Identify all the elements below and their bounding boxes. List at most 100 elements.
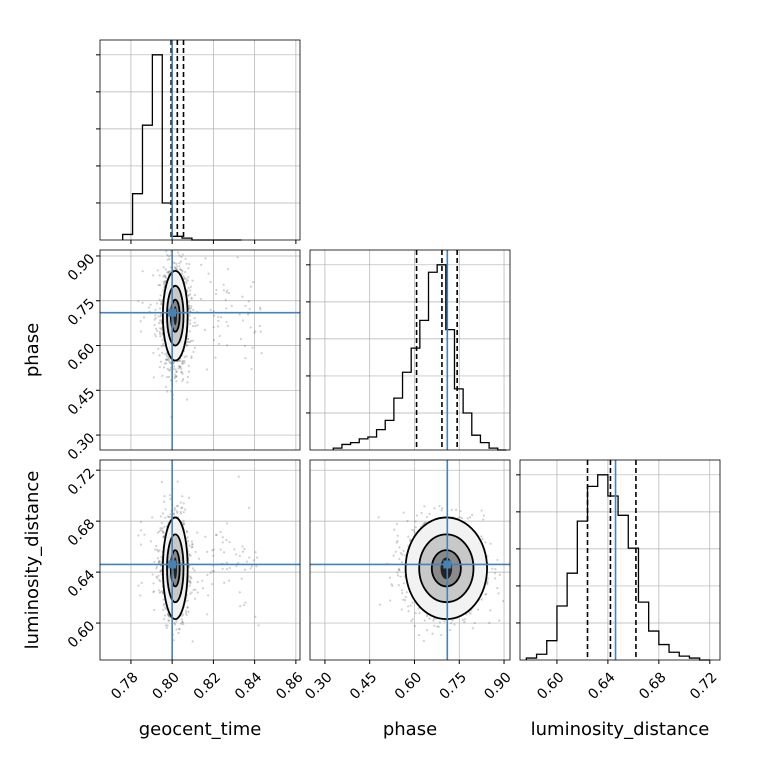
sample-point (239, 605, 242, 608)
sample-point (236, 256, 239, 259)
sample-point (165, 358, 168, 361)
sample-point (175, 620, 178, 623)
panel-frame (309, 459, 511, 661)
y-axis-label-phase: phase (22, 323, 43, 377)
sample-point (189, 592, 192, 595)
sample-point (453, 623, 456, 626)
sample-point (183, 522, 186, 525)
sample-point (178, 262, 181, 265)
sample-point (153, 560, 156, 564)
sample-point (173, 623, 177, 626)
sample-point (243, 344, 247, 348)
sample-point (204, 257, 207, 260)
sample-point (395, 541, 398, 544)
sample-point (160, 300, 163, 303)
sample-point (410, 619, 413, 623)
sample-point (160, 561, 163, 564)
sample-point (185, 355, 188, 358)
sample-point (406, 519, 409, 523)
sample-point (201, 587, 204, 590)
sample-point (153, 548, 157, 551)
sample-point (189, 582, 192, 585)
sample-point (396, 571, 399, 574)
sample-point (168, 494, 172, 497)
sample-point (238, 555, 241, 558)
sample-point (225, 307, 228, 310)
sample-point (188, 544, 191, 547)
sample-point (193, 317, 196, 320)
sample-point (250, 565, 253, 568)
hist-bar (659, 645, 669, 660)
sample-point (178, 265, 181, 268)
sample-point (181, 377, 185, 381)
sample-point (164, 607, 168, 611)
sample-point (179, 260, 183, 263)
sample-point (185, 262, 188, 265)
sample-point (169, 497, 172, 500)
sample-point (159, 327, 162, 330)
sample-point (172, 261, 175, 264)
sample-point (154, 314, 157, 317)
sample-point (168, 361, 172, 364)
sample-point (212, 326, 215, 329)
sample-point (158, 549, 161, 552)
sample-point (185, 613, 188, 617)
sample-point (181, 253, 184, 256)
sample-point (184, 508, 187, 511)
sample-point (166, 613, 169, 616)
sample-point (178, 628, 181, 631)
hist-step-line (332, 264, 507, 451)
sample-point (247, 300, 250, 303)
sample-point (175, 510, 179, 513)
x-tick-label: 0.78 (108, 669, 141, 702)
sample-point (438, 504, 441, 508)
sample-point (161, 342, 164, 345)
sample-point (225, 522, 229, 525)
sample-point (160, 521, 163, 524)
sample-point (151, 516, 154, 519)
sample-point (158, 298, 161, 301)
sample-point (193, 597, 197, 600)
sample-point (497, 592, 500, 595)
sample-point (486, 582, 489, 586)
sample-point (173, 262, 176, 265)
sample-point (225, 561, 228, 564)
hist-bar (472, 435, 481, 450)
sample-point (226, 289, 229, 292)
sample-point (190, 297, 193, 300)
sample-point (187, 294, 190, 297)
sample-point (243, 547, 246, 551)
histogram-luminosity_distance (516, 460, 710, 661)
sample-point (223, 581, 226, 584)
sample-point (185, 530, 189, 533)
sample-point (482, 514, 485, 517)
sample-point (218, 334, 221, 338)
sample-point (165, 354, 168, 357)
sample-point (156, 329, 159, 332)
sample-point (187, 340, 190, 344)
sample-point (166, 258, 169, 261)
sample-point (226, 324, 230, 327)
sample-point (248, 556, 251, 559)
sample-point (464, 618, 467, 621)
sample-point (168, 615, 171, 618)
sample-point (157, 560, 160, 564)
sample-point (190, 296, 193, 299)
sample-point (498, 619, 501, 622)
sample-point (233, 548, 236, 551)
sample-point (251, 280, 255, 284)
sample-point (167, 516, 171, 519)
sample-point (188, 575, 191, 578)
sample-point (440, 633, 443, 637)
sample-point (189, 293, 192, 296)
sample-point (162, 536, 165, 539)
sample-point (187, 276, 190, 279)
sample-point (489, 542, 492, 545)
y-tick-label: 0.60 (65, 341, 98, 374)
x-tick-label: 0.60 (392, 669, 425, 702)
sample-point (158, 307, 162, 310)
sample-point (164, 624, 168, 627)
sample-point (163, 362, 166, 365)
sample-point (463, 620, 466, 624)
